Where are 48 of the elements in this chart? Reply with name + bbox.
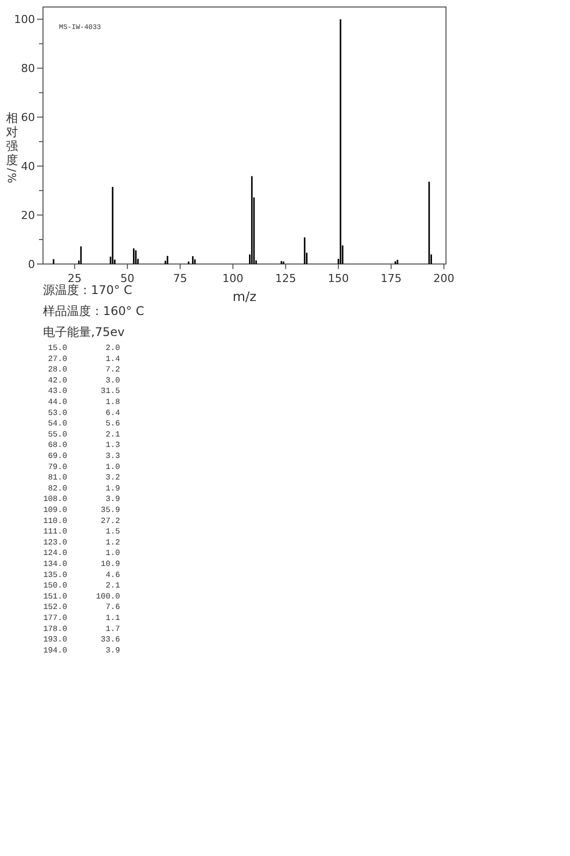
text: 123.0 1.2 [43,538,120,548]
text: 15.0 2.0 [48,344,120,353]
x-axis-title: m/z [232,290,257,305]
text: 28.0 7.2 [48,366,120,375]
text: 69.0 3.3 [48,452,120,461]
text: 135.0 4.6 [43,570,120,580]
text: 53.0 6.4 [48,408,120,418]
text: 68.0 1.3 [48,441,120,450]
text: 54.0 5.6 [48,420,120,429]
x-tick-label: 125 [275,272,296,285]
text: 110.0 27.2 [43,516,120,526]
text: 124.0 1.0 [43,549,120,558]
y-tick-label: 40 [21,160,35,174]
text: 108.0 3.9 [43,495,120,504]
text: 194.0 3.9 [43,646,120,656]
text: 109.0 35.9 [43,506,120,515]
text: 81.0 3.2 [48,474,120,483]
x-tick-label: 50 [120,272,134,285]
text: 79.0 1.0 [48,462,120,472]
text: 55.0 2.1 [48,430,120,440]
text: 电子能量,75ev [43,325,125,339]
text: 178.0 1.7 [43,624,120,634]
y-tick-label: 20 [21,209,35,222]
x-tick-label: 175 [380,272,402,285]
y-tick-label: 80 [21,62,35,76]
x-tick-label: 200 [433,272,454,285]
text: 44.0 1.8 [48,398,120,407]
y-tick-label: 0 [28,258,35,271]
x-tick-label: 100 [222,272,244,285]
text: 42.0 3.0 [48,376,120,386]
text: 151.0 100.0 [43,592,120,602]
text: 134.0 10.9 [43,560,120,569]
y-tick-label: 100 [14,13,35,26]
text: 193.0 33.6 [43,636,120,645]
text: 111.0 1.5 [43,528,120,537]
text: 150.0 2.1 [43,582,120,591]
text: 43.0 31.5 [48,387,120,396]
text: 152.0 7.6 [43,603,120,612]
text: 177.0 1.1 [43,614,120,623]
text: 82.0 1.9 [48,484,120,494]
y-tick-label: 60 [21,111,35,124]
text: 样品温度：160° C [43,304,144,318]
x-tick-label: 150 [328,272,349,285]
y-axis-title: 相对强度/% [5,111,18,184]
text: 源温度：170° C [43,283,132,297]
x-tick-label: 75 [173,272,188,285]
text: 27.0 1.4 [48,354,120,364]
x-tick-label: 25 [68,272,82,285]
